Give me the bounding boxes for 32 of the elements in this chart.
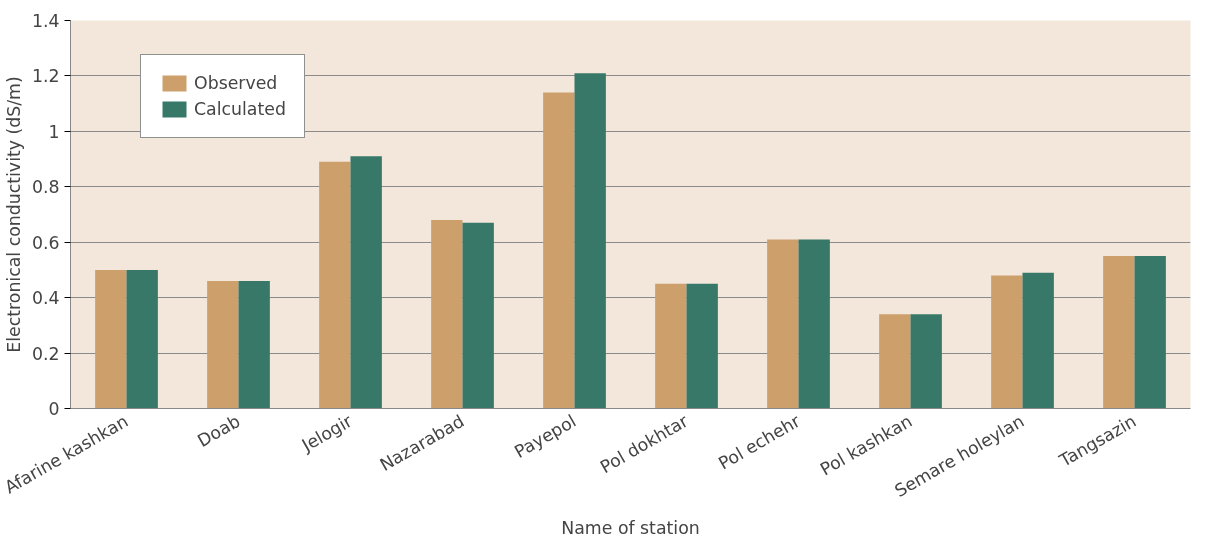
bar <box>655 283 687 409</box>
bar <box>126 269 158 409</box>
bar <box>1134 256 1166 409</box>
bar <box>574 73 606 409</box>
y-tick-label: 0 <box>48 399 60 419</box>
y-axis-title: Electronical conductivity (dS/m) <box>3 76 24 353</box>
bar <box>686 283 718 409</box>
legend-label: Calculated <box>194 99 286 119</box>
x-axis-title: Name of station <box>561 517 700 538</box>
bar <box>95 269 127 409</box>
bar <box>207 281 239 409</box>
y-tick-label: 0.8 <box>31 177 60 198</box>
bar <box>238 281 270 409</box>
y-tick-label: 0.6 <box>31 232 60 253</box>
bar <box>1103 256 1135 409</box>
y-tick-label: 1 <box>48 121 60 142</box>
bar <box>350 156 382 409</box>
bar <box>798 239 830 409</box>
y-tick-label: 0.2 <box>31 343 60 364</box>
bar <box>879 314 911 409</box>
bar <box>543 92 575 409</box>
legend-label: Observed <box>194 73 278 93</box>
y-tick-label: 0.4 <box>31 288 60 309</box>
y-tick-label: 1.2 <box>31 66 60 87</box>
bar <box>910 314 942 409</box>
bar <box>319 161 351 409</box>
bar <box>431 220 463 409</box>
y-tick-label: 1.4 <box>31 11 60 31</box>
bar <box>991 275 1023 409</box>
bar <box>462 222 494 409</box>
bar <box>1022 272 1054 409</box>
bar <box>767 239 799 409</box>
